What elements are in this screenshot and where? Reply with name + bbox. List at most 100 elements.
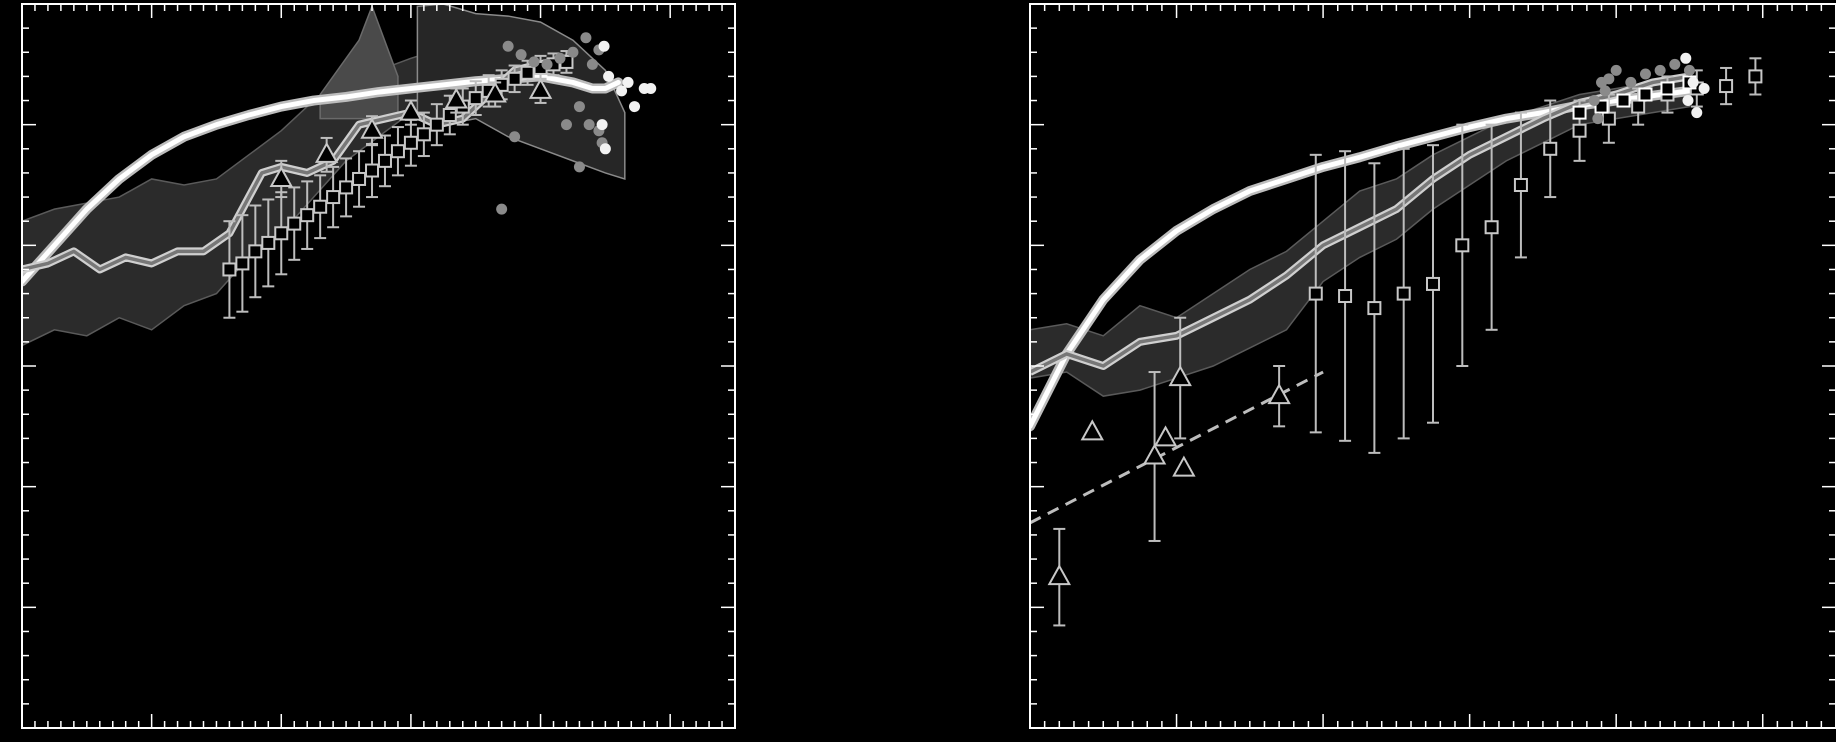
white-dot	[629, 101, 641, 113]
square-point	[403, 135, 418, 150]
square-point	[274, 226, 289, 241]
triangle-point	[1153, 425, 1178, 447]
grey-dot	[583, 119, 595, 131]
square-point	[1455, 238, 1470, 253]
grey-dot	[1603, 73, 1615, 85]
grey-dot	[573, 101, 585, 113]
grey-dot	[1599, 85, 1611, 97]
triangle-point	[314, 141, 339, 163]
triangle-point	[360, 117, 384, 139]
white-dot	[1687, 76, 1699, 88]
right-panel	[1029, 3, 1836, 729]
tick-marks	[21, 3, 736, 729]
triangle-point	[444, 87, 468, 109]
white-dot	[596, 119, 608, 131]
grey-dot	[528, 56, 540, 68]
triangle-point	[1267, 383, 1291, 405]
square-point	[442, 108, 457, 123]
square-point	[429, 117, 444, 132]
square-point	[507, 71, 522, 86]
square-point	[365, 163, 380, 178]
square-point	[520, 65, 535, 80]
grey-dot	[502, 40, 514, 52]
grey-dot	[586, 58, 598, 70]
black-square-point	[1660, 81, 1675, 96]
square-point	[390, 144, 405, 159]
white-dot	[616, 85, 628, 97]
grey-dot	[1654, 64, 1666, 76]
triangle-point	[1080, 419, 1104, 441]
white-dot	[645, 82, 657, 94]
square-point	[1719, 79, 1734, 94]
square-point	[1748, 69, 1763, 84]
white-dot	[1698, 82, 1710, 94]
white-dot	[1682, 95, 1694, 107]
square-point	[1308, 286, 1323, 301]
black-square-point	[1616, 93, 1631, 108]
grey-dot	[496, 203, 508, 215]
grey-dot	[554, 52, 566, 64]
grey-dot	[1639, 68, 1651, 80]
square-point	[339, 180, 354, 195]
square-point	[1484, 220, 1499, 235]
grey-dot	[1588, 95, 1600, 107]
square-point	[1631, 99, 1646, 114]
tick-marks	[1029, 3, 1836, 729]
white-dot	[622, 76, 634, 88]
square-point	[1338, 289, 1353, 304]
square-point	[287, 216, 302, 231]
triangle-point	[1047, 564, 1072, 586]
square-point	[1572, 123, 1587, 138]
square-point	[313, 199, 328, 214]
scatter-band	[1030, 75, 1691, 397]
triangle-point	[399, 99, 423, 121]
grey-dot	[1625, 76, 1637, 88]
square-point	[416, 127, 431, 142]
square-point	[1513, 178, 1528, 192]
square-point	[326, 190, 341, 205]
triangle-point	[1168, 365, 1192, 387]
square-point	[352, 171, 367, 186]
model-line-0	[22, 73, 621, 285]
white-dot	[1691, 107, 1703, 119]
grey-dot	[573, 161, 585, 173]
triangle-point	[483, 81, 507, 103]
square-point	[300, 208, 315, 223]
black-square-point	[1572, 105, 1587, 120]
triangle-point	[1172, 455, 1196, 477]
triangle-point	[269, 165, 293, 187]
grey-dot	[541, 58, 553, 70]
square-point	[468, 91, 483, 106]
dashed-fit-line	[1030, 370, 1324, 525]
square-point	[222, 262, 237, 277]
white-dot	[598, 40, 610, 52]
triangle-point	[528, 77, 553, 99]
grey-dot	[1592, 113, 1604, 125]
square-point	[1396, 286, 1411, 301]
white-dot	[603, 70, 615, 82]
plot-area	[22, 4, 657, 347]
grey-dot	[509, 131, 521, 143]
triangle-point	[1142, 443, 1167, 465]
square-point	[1543, 141, 1558, 156]
white-dot	[599, 143, 611, 155]
plot-area	[1030, 52, 1763, 627]
grey-dot	[1610, 64, 1622, 76]
square-point	[261, 235, 276, 250]
square-point	[248, 244, 263, 259]
square-point	[1426, 276, 1440, 291]
square-point	[377, 153, 392, 168]
grey-dot	[1683, 64, 1695, 76]
square-point	[1367, 301, 1382, 316]
white-dot	[1680, 52, 1692, 64]
black-square-point	[1638, 87, 1653, 102]
grey-dot	[560, 119, 572, 131]
square-point	[1601, 111, 1616, 126]
grey-dot	[1669, 58, 1681, 70]
grey-dot	[567, 46, 579, 58]
square-point	[235, 256, 250, 271]
grey-dot	[515, 49, 527, 61]
grey-dot	[580, 32, 592, 44]
left-panel	[21, 3, 736, 729]
